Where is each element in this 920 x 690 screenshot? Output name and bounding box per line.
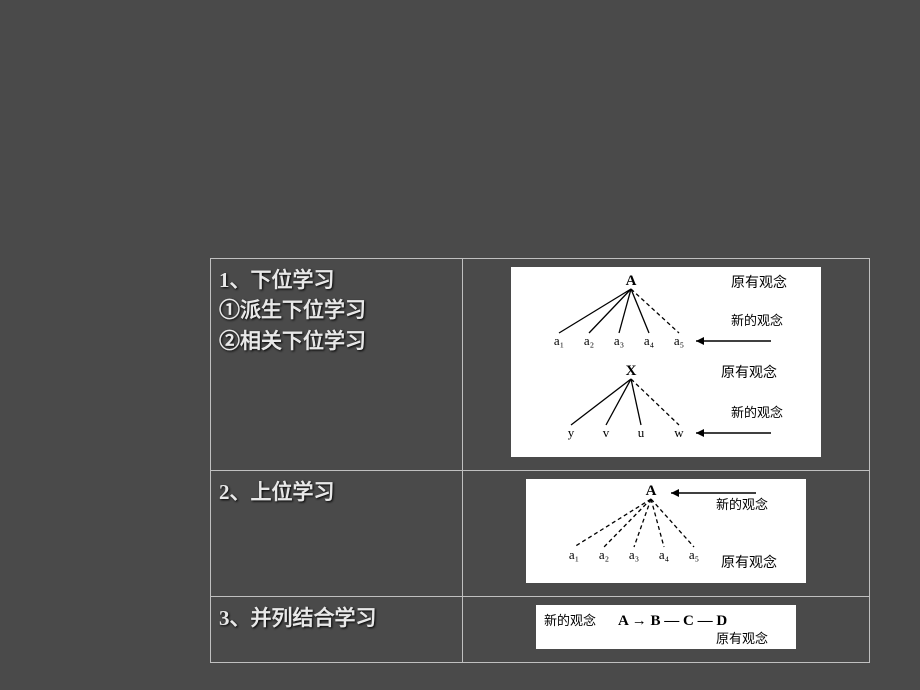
svg-text:a₁: a₁ xyxy=(554,333,564,348)
svg-text:新的观念: 新的观念 xyxy=(731,313,783,328)
svg-text:a₅: a₅ xyxy=(689,547,699,562)
svg-text:y: y xyxy=(568,425,575,440)
svg-text:u: u xyxy=(638,425,645,440)
table-row: 3、并列结合学习 新的观念 A → B — C — D 原有观念 xyxy=(211,597,870,663)
svg-text:新的观念: 新的观念 xyxy=(544,613,596,628)
row3-diagram-cell: 新的观念 A → B — C — D 原有观念 xyxy=(463,597,870,663)
row1-sub1: ①派生下位学习 xyxy=(219,295,454,325)
row1-sub2: ②相关下位学习 xyxy=(219,326,454,356)
svg-text:a₂: a₂ xyxy=(599,547,609,562)
svg-text:w: w xyxy=(674,425,684,440)
svg-text:A: A xyxy=(646,483,657,499)
svg-text:原有观念: 原有观念 xyxy=(721,364,777,381)
superordinate-learning-diagram: A 新的观念 a₁ a₂ a₃ a₄ a₅ 原有观念 xyxy=(526,479,806,583)
svg-text:新的观念: 新的观念 xyxy=(716,497,768,512)
row1-diagram-cell: A 原有观念 a₁ a₂ a₃ a₄ a₅ 新的观念 X 原有观念 y v u w xyxy=(463,259,870,471)
row2-title: 2、上位学习 xyxy=(219,477,454,507)
svg-text:新的观念: 新的观念 xyxy=(731,405,783,420)
combinatorial-learning-diagram: 新的观念 A → B — C — D 原有观念 xyxy=(536,605,796,649)
svg-text:a₄: a₄ xyxy=(644,333,655,348)
svg-text:A → B — C — D: A → B — C — D xyxy=(618,613,727,629)
svg-text:原有观念: 原有观念 xyxy=(731,274,787,291)
svg-text:a₄: a₄ xyxy=(659,547,670,562)
svg-text:a₂: a₂ xyxy=(584,333,594,348)
svg-text:a₃: a₃ xyxy=(629,547,639,562)
row1-label-cell: 1、下位学习 ①派生下位学习 ②相关下位学习 xyxy=(211,259,463,471)
row3-title: 3、并列结合学习 xyxy=(219,603,454,633)
table-row: 1、下位学习 ①派生下位学习 ②相关下位学习 A 原有观念 a₁ a₂ a₃ a₄ a₅… xyxy=(211,259,870,471)
svg-text:a₃: a₃ xyxy=(614,333,624,348)
svg-text:v: v xyxy=(603,425,610,440)
row3-label-cell: 3、并列结合学习 xyxy=(211,597,463,663)
svg-text:X: X xyxy=(626,363,637,379)
learning-types-table: 1、下位学习 ①派生下位学习 ②相关下位学习 A 原有观念 a₁ a₂ a₃ a₄ a₅… xyxy=(210,258,870,663)
svg-text:原有观念: 原有观念 xyxy=(721,554,777,571)
svg-text:A: A xyxy=(626,273,637,289)
svg-text:a₅: a₅ xyxy=(674,333,684,348)
svg-text:原有观念: 原有观念 xyxy=(716,631,768,646)
row1-title: 1、下位学习 xyxy=(219,265,454,295)
slide: 1、下位学习 ①派生下位学习 ②相关下位学习 A 原有观念 a₁ a₂ a₃ a₄ a₅… xyxy=(0,0,920,690)
row2-label-cell: 2、上位学习 xyxy=(211,471,463,597)
table-row: 2、上位学习 A 新的观念 a₁ a₂ a₃ a₄ a₅ 原有观念 xyxy=(211,471,870,597)
row2-diagram-cell: A 新的观念 a₁ a₂ a₃ a₄ a₅ 原有观念 xyxy=(463,471,870,597)
subordinate-learning-diagram: A 原有观念 a₁ a₂ a₃ a₄ a₅ 新的观念 X 原有观念 y v u w xyxy=(511,267,821,457)
svg-text:a₁: a₁ xyxy=(569,547,579,562)
